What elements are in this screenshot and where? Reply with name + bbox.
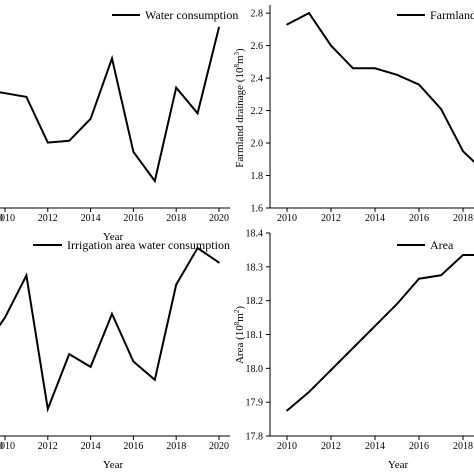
data-point bbox=[68, 353, 70, 355]
x-tick-label: 2018 bbox=[453, 213, 473, 224]
data-point bbox=[218, 261, 220, 264]
x-tick-label: 2010 bbox=[0, 213, 3, 224]
x-tick-label: 2010 bbox=[277, 441, 297, 452]
series-line bbox=[0, 246, 220, 413]
y-tick-label: 17.9 bbox=[246, 398, 264, 409]
series-line bbox=[286, 11, 474, 164]
y-tick-label: 18.0 bbox=[246, 364, 264, 375]
data-point bbox=[4, 92, 6, 94]
data-point bbox=[89, 366, 92, 368]
legend-label: Area bbox=[430, 238, 454, 252]
x-tick-label: 2020 bbox=[209, 213, 229, 224]
x-tick-label: 2010 bbox=[0, 213, 15, 224]
x-tick-label: 2010 bbox=[277, 213, 297, 224]
legend-label: Farmland bbox=[430, 8, 474, 22]
x-tick-label: 2018 bbox=[166, 213, 186, 224]
data-point bbox=[196, 247, 199, 249]
series-line bbox=[286, 254, 474, 412]
y-tick-label: 1.6 bbox=[251, 204, 264, 215]
y-tick-label: 1.8 bbox=[251, 171, 264, 182]
x-tick-label: 2012 bbox=[38, 213, 58, 224]
y-tick-label: 2.4 bbox=[251, 74, 264, 85]
data-point bbox=[47, 408, 49, 410]
x-tick-label: 2016 bbox=[409, 441, 429, 452]
y-axis-label: Area (108m2) bbox=[233, 306, 246, 364]
x-tick-label: 2010 bbox=[0, 441, 15, 452]
data-point bbox=[308, 12, 310, 14]
legend-label: Irrigation area water consumption bbox=[67, 238, 230, 252]
data-point bbox=[25, 274, 28, 277]
y-tick-label: 18.3 bbox=[246, 262, 264, 273]
data-point bbox=[154, 378, 156, 381]
x-tick-label: 2010 bbox=[0, 441, 3, 452]
data-point bbox=[25, 96, 28, 98]
data-point bbox=[440, 274, 442, 277]
data-point bbox=[352, 347, 354, 349]
x-tick-label: 2014 bbox=[365, 213, 385, 224]
data-point bbox=[154, 180, 156, 182]
legend-label: Water consumption bbox=[145, 8, 238, 22]
data-point bbox=[330, 369, 332, 371]
data-point bbox=[132, 150, 135, 153]
x-tick-label: 2020 bbox=[209, 441, 229, 452]
x-axis-label: Year bbox=[388, 459, 409, 471]
data-point bbox=[352, 67, 354, 70]
data-point bbox=[175, 86, 177, 89]
x-tick-label: 2014 bbox=[81, 213, 101, 224]
data-point bbox=[440, 108, 442, 110]
data-point bbox=[396, 74, 398, 76]
x-tick-label: 2012 bbox=[38, 441, 58, 452]
y-tick-label: 18.1 bbox=[246, 330, 264, 341]
chart-panel-3: 2010201220142016201820202010YearIrrigati… bbox=[0, 238, 230, 471]
data-point bbox=[111, 313, 113, 315]
data-point bbox=[374, 67, 376, 70]
x-tick-label: 2016 bbox=[409, 213, 429, 224]
data-point bbox=[218, 26, 220, 29]
data-point bbox=[111, 57, 113, 60]
x-tick-label: 2014 bbox=[81, 441, 101, 452]
data-point bbox=[4, 316, 6, 319]
y-tick-label: 18.2 bbox=[246, 296, 264, 307]
data-point bbox=[418, 277, 420, 280]
data-point bbox=[196, 112, 199, 115]
data-point bbox=[132, 360, 135, 363]
data-point bbox=[418, 83, 420, 86]
y-tick-label: 2.8 bbox=[251, 9, 264, 20]
data-point bbox=[89, 118, 92, 120]
data-point bbox=[308, 391, 310, 393]
data-point bbox=[396, 303, 398, 305]
x-tick-label: 2018 bbox=[166, 441, 186, 452]
data-point bbox=[462, 150, 464, 152]
data-point bbox=[286, 23, 288, 26]
chart-panel-2: 2010 2012 2014 2016 2018 1.6 1.8 2.0 2.2 2.4 2.6 2.… bbox=[233, 5, 474, 224]
y-tick-label: 2.0 bbox=[251, 139, 264, 150]
chart-panel-1: 2010201220142016201820202010YearWater co… bbox=[0, 8, 238, 243]
data-point bbox=[47, 141, 49, 144]
data-point bbox=[286, 409, 288, 412]
data-point bbox=[462, 254, 464, 256]
x-tick-label: 2018 bbox=[453, 441, 473, 452]
data-point bbox=[330, 44, 332, 47]
data-point bbox=[175, 283, 177, 286]
chart-panel-4: 2010 2012 2014 2016 2018 17.8 17.9 18.0 18.1 18.2… bbox=[233, 229, 474, 471]
x-tick-label: 2016 bbox=[123, 441, 143, 452]
y-tick-label: 2.6 bbox=[251, 41, 264, 52]
y-tick-label: 18.4 bbox=[246, 229, 264, 240]
x-axis-label: Year bbox=[103, 231, 124, 243]
x-tick-label: 2014 bbox=[365, 441, 385, 452]
y-axis-label: Farmland drainage (108m3) bbox=[233, 48, 246, 168]
y-tick-label: 2.2 bbox=[251, 106, 264, 117]
x-tick-label: 2016 bbox=[123, 213, 143, 224]
data-point bbox=[68, 139, 70, 142]
series-line bbox=[0, 27, 220, 184]
x-axis-label: Year bbox=[103, 459, 124, 471]
x-tick-label: 2012 bbox=[321, 213, 341, 224]
x-tick-label: 2012 bbox=[321, 441, 341, 452]
data-point bbox=[374, 325, 376, 327]
y-tick-label: 17.8 bbox=[246, 432, 264, 443]
